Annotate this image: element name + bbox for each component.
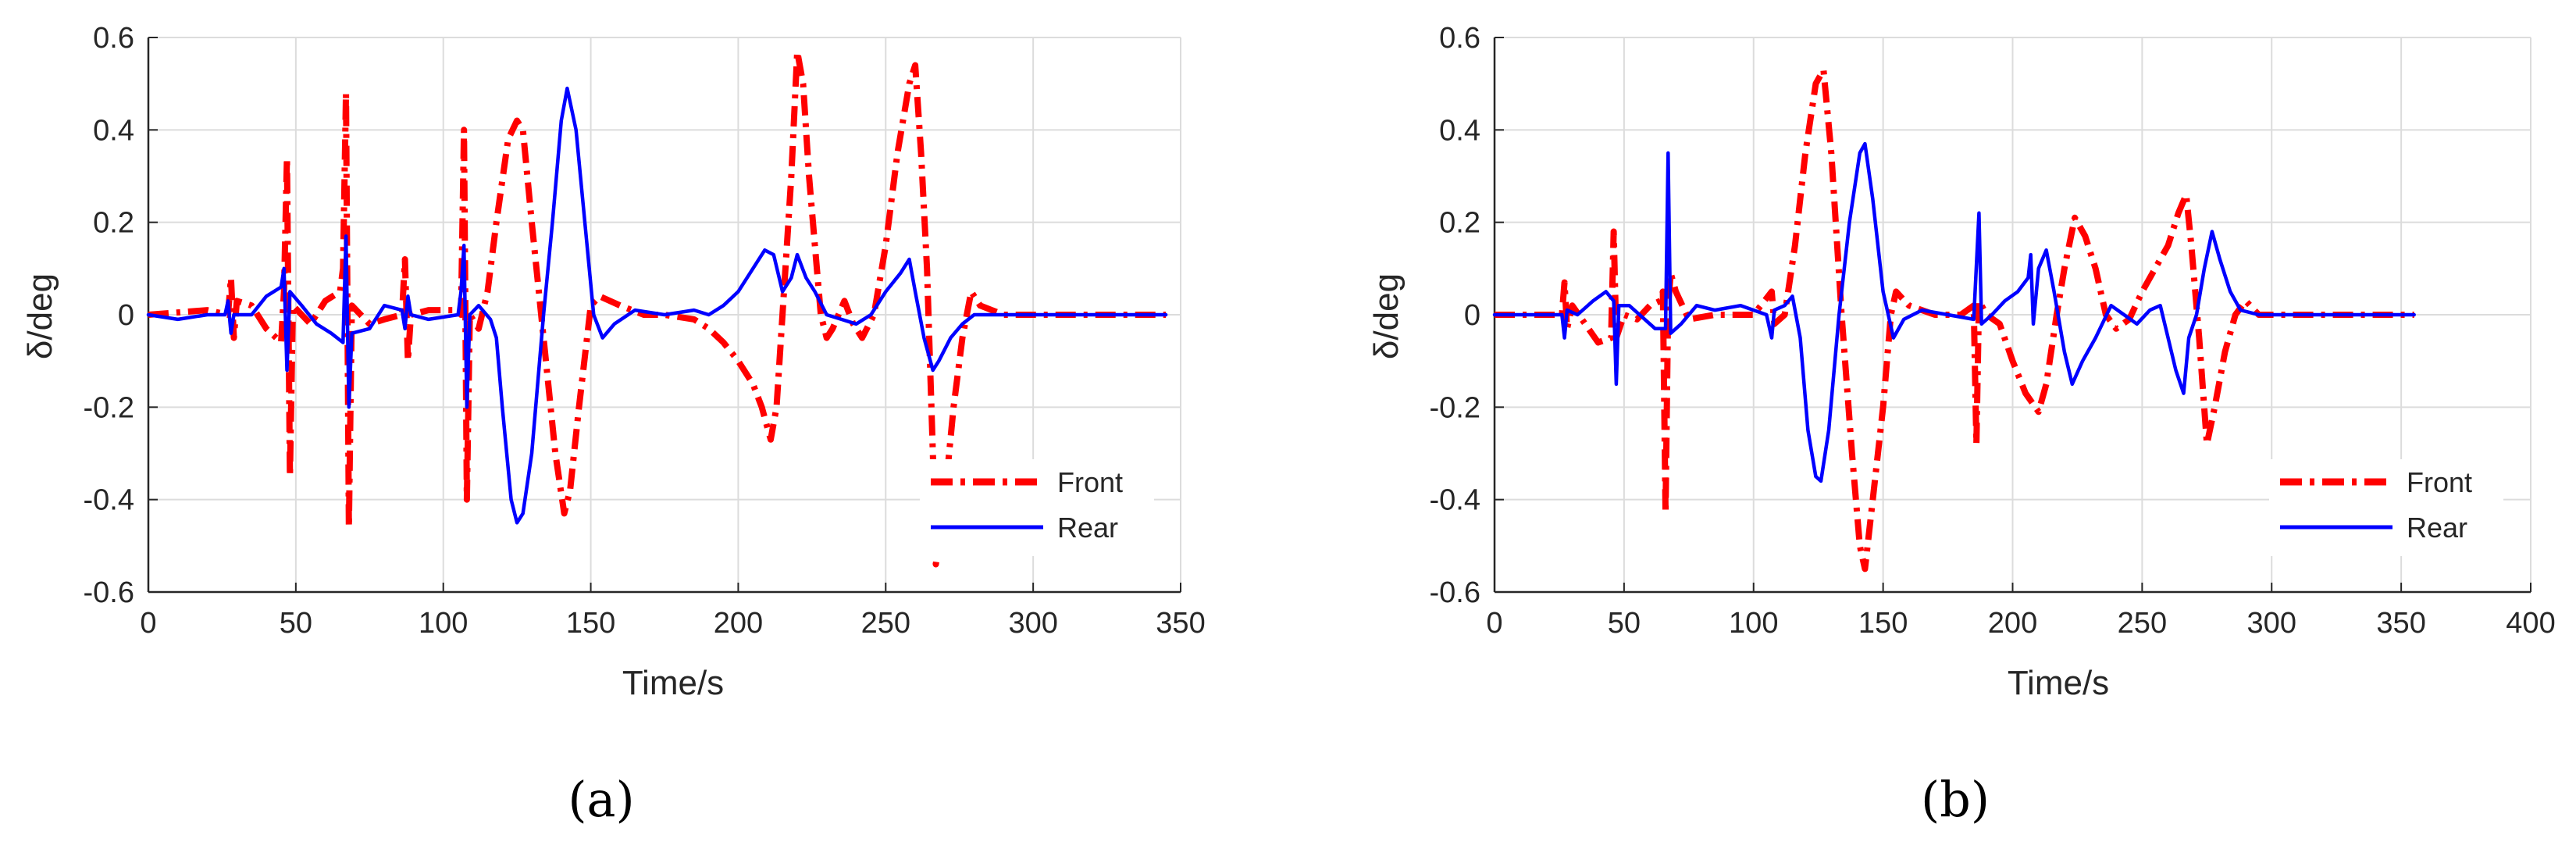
y-tick-label: 0.4: [1439, 114, 1480, 147]
x-tick-label: 100: [1729, 607, 1778, 640]
x-tick-label: 250: [2118, 607, 2167, 640]
x-tick-label: 300: [2247, 607, 2296, 640]
x-axis-label: Time/s: [2008, 664, 2109, 702]
y-tick-label: 0.2: [93, 207, 134, 240]
legend-rear-label: Rear: [1057, 512, 1118, 544]
series-line-rear: [1495, 144, 2414, 481]
panel-label-a: (a): [568, 771, 634, 828]
x-tick-label: 200: [1988, 607, 2037, 640]
legend-rear-label: Rear: [2407, 512, 2467, 544]
y-tick-label: -0.6: [84, 576, 134, 609]
series-line-rear: [148, 88, 1166, 523]
x-tick-label: 350: [1156, 607, 1205, 640]
panel-label-b: (b): [1921, 771, 1990, 828]
y-tick-label: -0.4: [84, 484, 134, 517]
legend-front-label: Front: [1057, 466, 1123, 498]
x-tick-label: 50: [280, 607, 312, 640]
chart-panel-a: 0 50 100 150 200 250 300 350 -0.6 -0.4 -0.2 0 0.2 0.…: [21, 22, 1206, 828]
y-tick-label: 0.6: [93, 22, 134, 55]
x-tick-label: 50: [1608, 607, 1641, 640]
x-tick-labels: 0 50 100 150 200 250 300 350 400: [1486, 607, 2555, 640]
x-tick-label: 0: [140, 607, 156, 640]
y-tick-label: 0.6: [1439, 22, 1480, 55]
x-tick-label: 0: [1486, 607, 1502, 640]
x-tick-label: 350: [2376, 607, 2425, 640]
y-tick-label: 0.2: [1439, 207, 1480, 240]
x-tick-label: 150: [1858, 607, 1908, 640]
y-tick-label: -0.4: [1430, 484, 1480, 517]
x-axis-label: Time/s: [622, 664, 724, 702]
x-tick-label: 100: [419, 607, 468, 640]
legend-front-label: Front: [2407, 466, 2472, 498]
chart-panel-b: 0 50 100 150 200 250 300 350 400 -0.6 -0.4 -0.2 0 0.…: [1367, 22, 2556, 828]
x-tick-labels: 0 50 100 150 200 250 300 350: [140, 607, 1205, 640]
y-tick-label: 0.4: [93, 114, 134, 147]
y-tick-label: 0: [118, 299, 134, 332]
y-axis-label: δ/deg: [21, 273, 59, 359]
y-tick-label: -0.2: [1430, 391, 1480, 424]
x-tick-label: 300: [1008, 607, 1057, 640]
y-tick-labels: -0.6 -0.4 -0.2 0 0.2 0.4 0.6: [84, 22, 134, 609]
y-tick-labels: -0.6 -0.4 -0.2 0 0.2 0.4 0.6: [1430, 22, 1480, 609]
x-tick-label: 400: [2506, 607, 2555, 640]
y-tick-label: 0: [1464, 299, 1480, 332]
legend: Front Rear: [2269, 459, 2503, 556]
figure: 0 50 100 150 200 250 300 350 -0.6 -0.4 -0.2 0 0.2 0.…: [0, 0, 2576, 856]
figure-canvas: 0 50 100 150 200 250 300 350 -0.6 -0.4 -0.2 0 0.2 0.…: [0, 0, 2576, 856]
y-axis-label: δ/deg: [1367, 273, 1406, 359]
x-tick-label: 250: [861, 607, 910, 640]
y-tick-label: -0.6: [1430, 576, 1480, 609]
y-tick-label: -0.2: [84, 391, 134, 424]
x-tick-label: 150: [566, 607, 615, 640]
x-tick-label: 200: [714, 607, 763, 640]
legend: Front Rear: [920, 459, 1154, 556]
